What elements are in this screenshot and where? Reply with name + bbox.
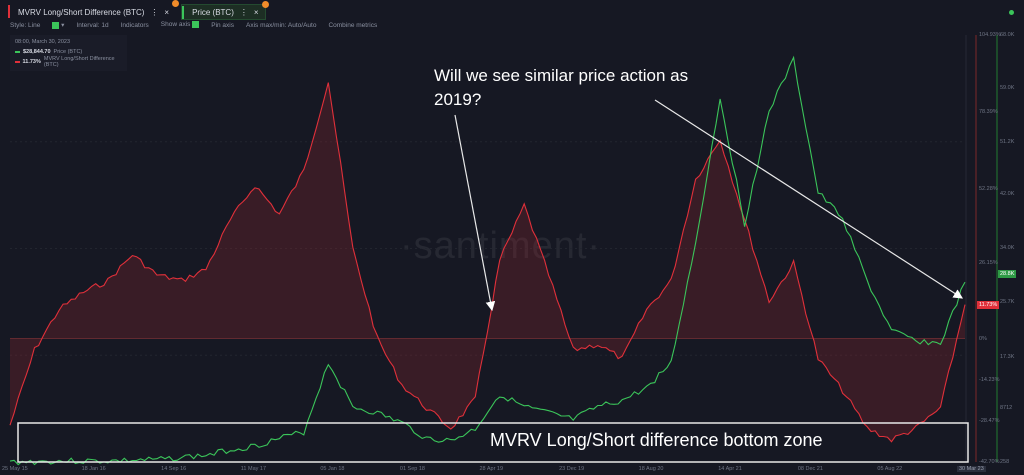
more-icon[interactable]: ⋮ <box>239 7 248 17</box>
axis-minmax-select[interactable]: Axis max/min: Auto/Auto <box>246 21 317 29</box>
x-tick-label: 25 May 15 <box>2 466 28 472</box>
indicators-select[interactable]: Indicators <box>120 21 149 29</box>
tab-label: MVRV Long/Short Difference (BTC) <box>18 7 145 17</box>
legend-mvrv: 11.73% MVRV Long/Short Difference (BTC) <box>15 56 122 68</box>
pin-axis-toggle[interactable]: Pin axis <box>211 21 234 29</box>
combine-metrics-button[interactable]: Combine metrics <box>328 21 378 29</box>
style-select[interactable]: Style: Line <box>10 21 41 29</box>
chart-toolbar: Style: Line ▾ Interval: 1d Indicators Sh… <box>10 21 377 29</box>
x-tick-label: 30 Mar 23 <box>957 466 986 472</box>
price-tick-label: 59.0K <box>1000 85 1015 91</box>
mvrv-tick-label: -14.23% <box>979 377 1000 383</box>
x-tick-label: 18 Aug 20 <box>638 466 664 472</box>
mvrv-tick-label: -28.47% <box>979 418 1000 424</box>
tab-mvrv[interactable]: MVRV Long/Short Difference (BTC) ⋮ × <box>8 0 180 20</box>
close-icon[interactable]: × <box>253 7 259 17</box>
x-tick-label: 05 Jan 18 <box>320 466 345 472</box>
more-icon[interactable]: ⋮ <box>150 7 159 17</box>
interval-select[interactable]: Interval: 1d <box>76 21 109 29</box>
price-tick-label: 25.7K <box>1000 299 1015 305</box>
price-current-badge: 28.8K <box>998 270 1017 279</box>
x-tick-label: 14 Sep 16 <box>161 466 187 472</box>
mvrv-area <box>10 82 965 442</box>
close-icon[interactable]: × <box>164 7 170 17</box>
color-bar <box>182 6 185 19</box>
price-series-line <box>9 55 966 466</box>
status-dot <box>1009 10 1014 15</box>
settings-badge[interactable] <box>261 1 269 8</box>
x-tick-label: 18 Jan 16 <box>81 466 106 472</box>
color-bar <box>8 5 10 18</box>
price-tick-label: 17.3K <box>1000 354 1015 360</box>
mvrv-current-badge: 11.73% <box>977 300 1000 309</box>
x-tick-label: 05 Aug 22 <box>877 466 903 472</box>
x-tick-label: 14 Apr 21 <box>718 466 742 472</box>
tab-price[interactable]: Price (BTC) ⋮ × <box>181 1 269 20</box>
price-value: $28,844.70 <box>23 49 51 55</box>
legend-date: 08:00, March 30, 2023 <box>15 39 71 45</box>
mvrv-tick-label: -42.70% <box>979 459 1000 465</box>
mvrv-tick-label: 26.15% <box>979 260 998 266</box>
annotation-arrow <box>454 114 496 312</box>
price-tick-label: 42.0K <box>1000 191 1015 197</box>
chart-legend: 08:00, March 30, 2023 $28,844.70 Price (B… <box>10 35 127 71</box>
mvrv-label: MVRV Long/Short Difference (BTC) <box>43 56 115 68</box>
x-tick-label: 28 Apr 19 <box>479 466 504 472</box>
settings-badge[interactable] <box>172 0 180 7</box>
annotation-question: Will we see similar price action as 2019… <box>434 66 689 109</box>
price-tick-label: 34.0K <box>1000 245 1015 251</box>
mvrv-value: 11.73% <box>22 59 41 65</box>
legend-price: $28,844.70 Price (BTC) <box>15 49 122 55</box>
checkbox-icon[interactable] <box>192 21 200 29</box>
mvrv-tick-label: 104.93% <box>979 32 1001 38</box>
price-tick-label: 8712 <box>1000 405 1013 411</box>
x-tick-label: 11 May 17 <box>240 466 267 472</box>
color-picker[interactable]: ▾ <box>52 21 64 29</box>
mvrv-tick-label: 78.39% <box>979 109 998 115</box>
x-tick-label: 01 Sep 18 <box>399 466 425 472</box>
x-tick-label: 23 Dec 19 <box>559 466 585 472</box>
metric-tabs: MVRV Long/Short Difference (BTC) ⋮ × Price… <box>8 0 269 20</box>
annotation-bottom-zone: MVRV Long/Short difference bottom zone <box>490 430 823 450</box>
show-axis-label: Show axis <box>160 21 191 29</box>
price-tick-label: 68.0K <box>1000 32 1015 38</box>
bottom-zone-box <box>17 422 969 463</box>
tab-label: Price (BTC) <box>192 7 234 17</box>
annotation-arrow <box>654 99 964 299</box>
x-tick-label: 08 Dec 21 <box>797 466 823 472</box>
price-label: Price (BTC) <box>53 49 83 55</box>
mvrv-tick-label: 52.28% <box>979 186 998 192</box>
price-tick-label: 51.2K <box>1000 139 1015 145</box>
price-tick-label: 258 <box>1000 459 1010 465</box>
mvrv-tick-label: 0% <box>979 336 987 342</box>
mvrv-series-line <box>9 82 966 443</box>
show-axis-toggle[interactable]: Show axis <box>160 21 200 29</box>
